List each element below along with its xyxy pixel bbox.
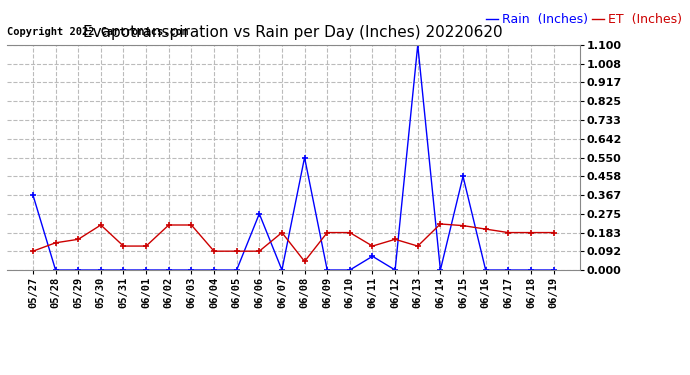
Rain  (Inches) xyxy=(549,268,558,272)
ET  (Inches) xyxy=(526,230,535,235)
ET  (Inches) xyxy=(210,249,218,254)
ET  (Inches) xyxy=(52,240,60,245)
Rain  (Inches) xyxy=(52,268,60,272)
ET  (Inches) xyxy=(368,244,377,248)
ET  (Inches) xyxy=(436,222,444,226)
Rain  (Inches) xyxy=(436,268,444,272)
ET  (Inches) xyxy=(391,237,400,242)
ET  (Inches) xyxy=(97,223,105,227)
Rain  (Inches) xyxy=(459,174,467,178)
ET  (Inches) xyxy=(233,249,241,254)
Rain  (Inches) xyxy=(210,268,218,272)
ET  (Inches) xyxy=(142,244,150,248)
Rain  (Inches) xyxy=(526,268,535,272)
Rain  (Inches) xyxy=(413,43,422,47)
Rain  (Inches) xyxy=(255,211,264,216)
Rain  (Inches) xyxy=(300,155,308,160)
Rain  (Inches) xyxy=(346,268,354,272)
Rain  (Inches) xyxy=(504,268,513,272)
Rain  (Inches) xyxy=(482,268,490,272)
Rain  (Inches) xyxy=(142,268,150,272)
Rain  (Inches) xyxy=(323,268,331,272)
ET  (Inches) xyxy=(504,230,513,235)
ET  (Inches) xyxy=(482,227,490,231)
ET  (Inches) xyxy=(549,230,558,235)
ET  (Inches) xyxy=(278,230,286,235)
Rain  (Inches) xyxy=(278,268,286,272)
ET  (Inches) xyxy=(300,259,308,264)
ET  (Inches) xyxy=(74,237,82,242)
ET  (Inches) xyxy=(119,244,128,248)
ET  (Inches) xyxy=(459,224,467,228)
ET  (Inches) xyxy=(165,223,173,227)
Rain  (Inches) xyxy=(74,268,82,272)
ET  (Inches) xyxy=(29,249,37,254)
Rain  (Inches) xyxy=(233,268,241,272)
Rain  (Inches) xyxy=(97,268,105,272)
Rain  (Inches) xyxy=(165,268,173,272)
Rain  (Inches) xyxy=(391,268,400,272)
Legend: Rain  (Inches), ET  (Inches): Rain (Inches), ET (Inches) xyxy=(486,13,682,26)
ET  (Inches) xyxy=(255,249,264,254)
ET  (Inches) xyxy=(346,230,354,235)
ET  (Inches) xyxy=(323,230,331,235)
Title: Evapotranspiration vs Rain per Day (Inches) 20220620: Evapotranspiration vs Rain per Day (Inch… xyxy=(83,25,503,40)
Line: ET  (Inches): ET (Inches) xyxy=(30,220,557,265)
ET  (Inches) xyxy=(413,244,422,248)
Rain  (Inches) xyxy=(368,254,377,258)
ET  (Inches) xyxy=(187,223,195,227)
Rain  (Inches) xyxy=(29,193,37,197)
Text: Copyright 2022 Cartronics.com: Copyright 2022 Cartronics.com xyxy=(7,27,188,37)
Line: Rain  (Inches): Rain (Inches) xyxy=(30,42,557,273)
Rain  (Inches) xyxy=(119,268,128,272)
Rain  (Inches) xyxy=(187,268,195,272)
